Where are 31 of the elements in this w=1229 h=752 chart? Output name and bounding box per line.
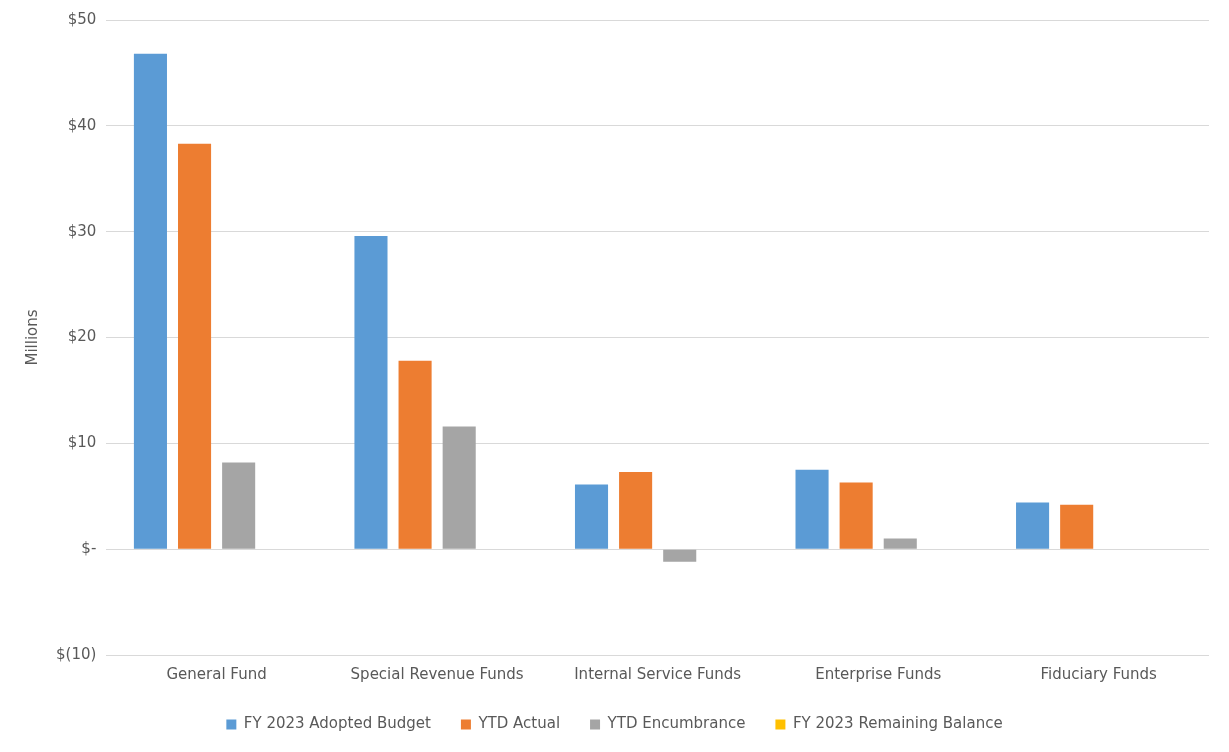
y-tick-label: $20	[67, 327, 97, 346]
bar	[839, 482, 873, 549]
x-tick-label: Enterprise Funds	[815, 664, 942, 683]
y-tick-label: $10	[67, 433, 97, 452]
bar	[133, 53, 167, 549]
y-axis-title: Millions	[22, 309, 41, 366]
x-tick-label: Fiduciary Funds	[1040, 664, 1158, 683]
bar	[663, 549, 697, 562]
y-tick-label: $-	[81, 539, 97, 558]
y-tick-label: $(10)	[55, 644, 97, 663]
legend-label: YTD Encumbrance	[606, 714, 746, 733]
bar	[354, 235, 388, 549]
y-tick-label: $50	[67, 9, 97, 28]
legend-label: YTD Actual	[477, 714, 561, 733]
bar	[795, 469, 829, 549]
y-tick-label: $40	[67, 115, 97, 134]
bar	[619, 471, 653, 549]
x-tick-label: General Fund	[166, 664, 267, 683]
bar	[178, 143, 212, 549]
x-tick-label: Special Revenue Funds	[350, 664, 524, 683]
bar	[1060, 504, 1094, 549]
x-tick-label: Internal Service Funds	[574, 664, 742, 683]
bar	[398, 360, 432, 549]
legend-label: FY 2023 Adopted Budget	[243, 714, 432, 733]
legend-label: FY 2023 Remaining Balance	[792, 714, 1003, 733]
bar	[883, 538, 917, 549]
bar	[574, 484, 609, 549]
bar	[222, 462, 256, 549]
y-tick-label: $30	[67, 221, 97, 240]
bar	[1016, 502, 1050, 549]
bar	[442, 426, 476, 549]
